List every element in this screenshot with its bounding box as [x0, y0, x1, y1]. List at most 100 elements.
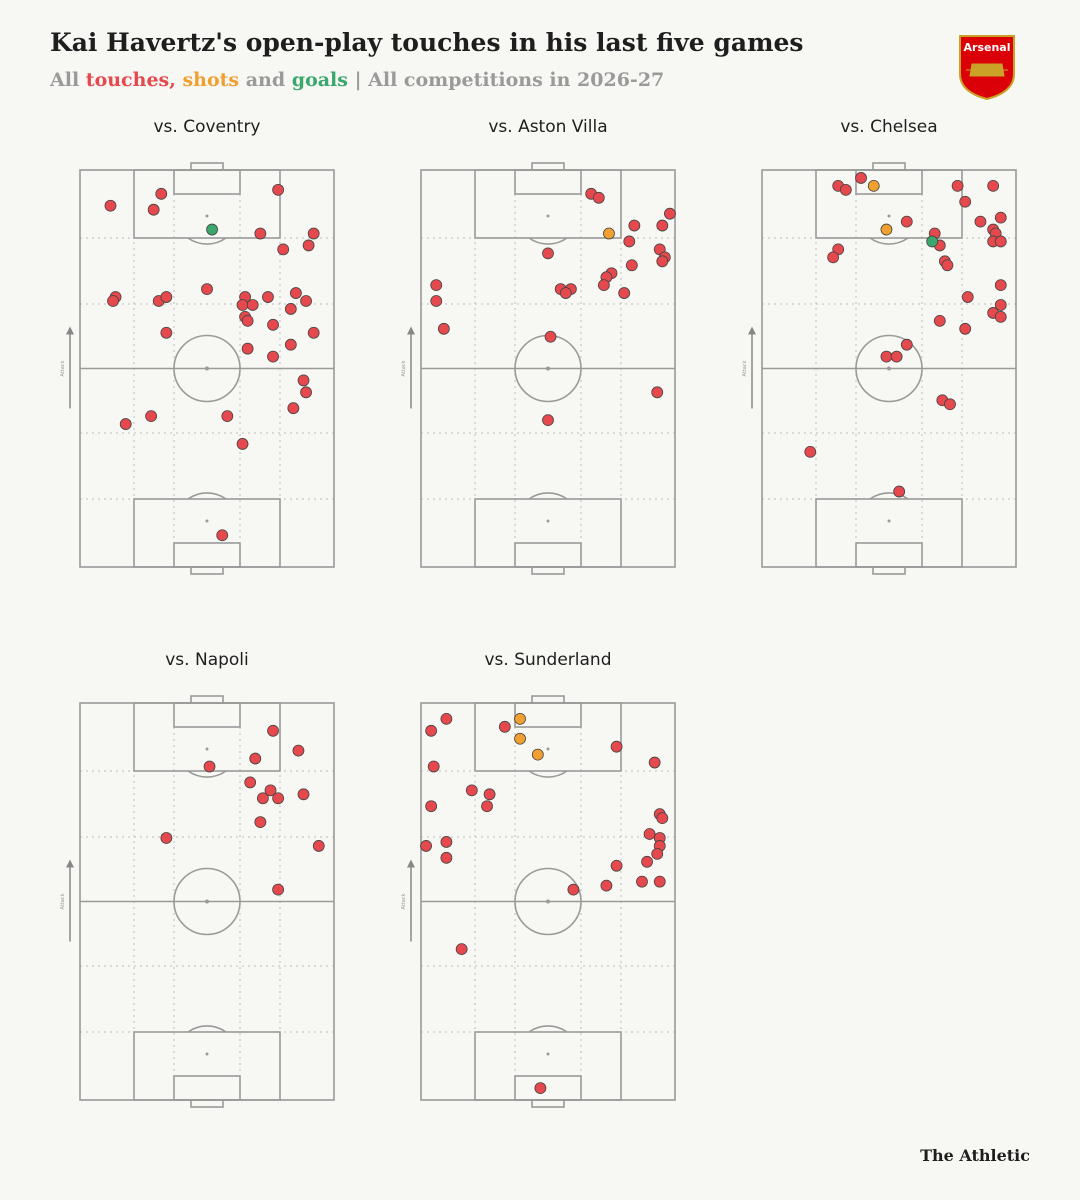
- touch-point: [147, 203, 160, 216]
- badge-text: Arsenal: [964, 41, 1011, 54]
- goal: [872, 162, 906, 171]
- pitch-chart: vs. Aston Villa Attack: [401, 117, 676, 575]
- attack-arrowhead: [407, 859, 415, 868]
- touch-point: [216, 529, 229, 542]
- club-badge: Arsenal: [959, 35, 1015, 101]
- six-yard-box: [173, 169, 241, 195]
- touch-point: [297, 788, 310, 801]
- touch-point: [987, 179, 1000, 192]
- penalty-box: [474, 169, 622, 239]
- touch-point: [289, 287, 302, 299]
- penalty-arc: [528, 770, 568, 778]
- touch-point: [241, 342, 254, 355]
- touch-point: [994, 235, 1007, 248]
- penalty-arc: [187, 770, 227, 778]
- touch-point: [651, 847, 664, 860]
- subtitle-segment: goals: [291, 69, 348, 91]
- touch-point: [104, 199, 117, 212]
- touch-point: [544, 330, 557, 343]
- penalty-box: [474, 702, 622, 772]
- touch-point: [437, 322, 450, 335]
- touch-point: [656, 812, 669, 825]
- touch-point: [610, 859, 623, 872]
- penalty-arc: [869, 237, 909, 245]
- touch-point: [246, 299, 259, 311]
- chart-title: vs. Chelsea: [840, 117, 937, 137]
- touch-point: [481, 800, 493, 813]
- touch-point: [893, 485, 906, 498]
- touch-point: [592, 191, 605, 204]
- touch-point: [465, 784, 478, 797]
- touch-point: [244, 776, 257, 789]
- touch-point: [272, 183, 285, 196]
- touch-point: [206, 223, 218, 236]
- centre-circle: [173, 334, 241, 403]
- touch-point: [236, 438, 249, 450]
- touch-point: [567, 883, 580, 896]
- pitch-chart: vs. Napoli Attack: [60, 650, 335, 1108]
- penalty-box: [133, 498, 281, 568]
- touch-point: [312, 840, 325, 852]
- touch-point: [440, 836, 453, 848]
- touch-point: [933, 314, 946, 327]
- touch-point: [201, 283, 213, 296]
- touch-point: [430, 279, 443, 292]
- touch-point: [425, 800, 438, 813]
- touch-point: [944, 398, 956, 411]
- attack-arrowhead: [66, 859, 74, 868]
- chart-title: vs. Napoli: [165, 650, 249, 670]
- touch-point: [961, 291, 974, 303]
- touch-point: [155, 187, 168, 200]
- penalty-arc: [528, 1025, 568, 1033]
- touch-point: [267, 724, 279, 737]
- goal: [190, 1099, 224, 1108]
- touch-point: [249, 752, 262, 765]
- penalty-arc: [187, 1025, 227, 1033]
- goal: [190, 695, 224, 704]
- touch-point: [959, 195, 972, 208]
- centre-spot: [205, 899, 209, 904]
- touch-point: [867, 179, 880, 192]
- penalty-spot: [887, 519, 891, 523]
- goal: [531, 1099, 565, 1108]
- touch-point: [262, 291, 274, 303]
- touch-point: [804, 445, 817, 458]
- penalty-spot: [546, 747, 550, 751]
- touch-point: [145, 410, 158, 423]
- touch-point: [951, 179, 964, 192]
- six-yard-box: [514, 169, 582, 195]
- subtitle-segment: touches,: [85, 69, 183, 91]
- touch-point: [559, 287, 572, 299]
- centre-spot: [546, 899, 550, 904]
- centre-circle: [173, 867, 241, 936]
- touch-point: [636, 875, 648, 888]
- attack-label: Attack: [401, 360, 407, 376]
- touch-point: [610, 740, 623, 753]
- touch-point: [531, 748, 544, 761]
- goal: [531, 695, 565, 704]
- touch-point: [277, 243, 290, 256]
- touch-point: [297, 374, 310, 387]
- six-yard-box: [173, 702, 241, 728]
- penalty-spot: [546, 214, 550, 218]
- penalty-arc: [528, 492, 568, 500]
- touch-point: [440, 851, 453, 864]
- penalty-spot: [546, 1052, 550, 1056]
- touch-point: [651, 386, 664, 399]
- touch-point: [160, 832, 173, 844]
- touch-point: [300, 386, 312, 399]
- touch-point: [618, 287, 631, 299]
- centre-circle: [855, 334, 923, 403]
- centre-spot: [546, 366, 550, 371]
- touch-point: [641, 855, 653, 868]
- touch-point: [514, 732, 526, 745]
- touch-point: [440, 712, 453, 725]
- touch-point: [300, 295, 312, 307]
- touch-point: [653, 875, 666, 888]
- touch-point: [926, 235, 939, 248]
- page-title: Kai Havertz's open-play touches in his l…: [50, 28, 804, 57]
- goal: [872, 566, 906, 575]
- penalty-box: [474, 1031, 622, 1101]
